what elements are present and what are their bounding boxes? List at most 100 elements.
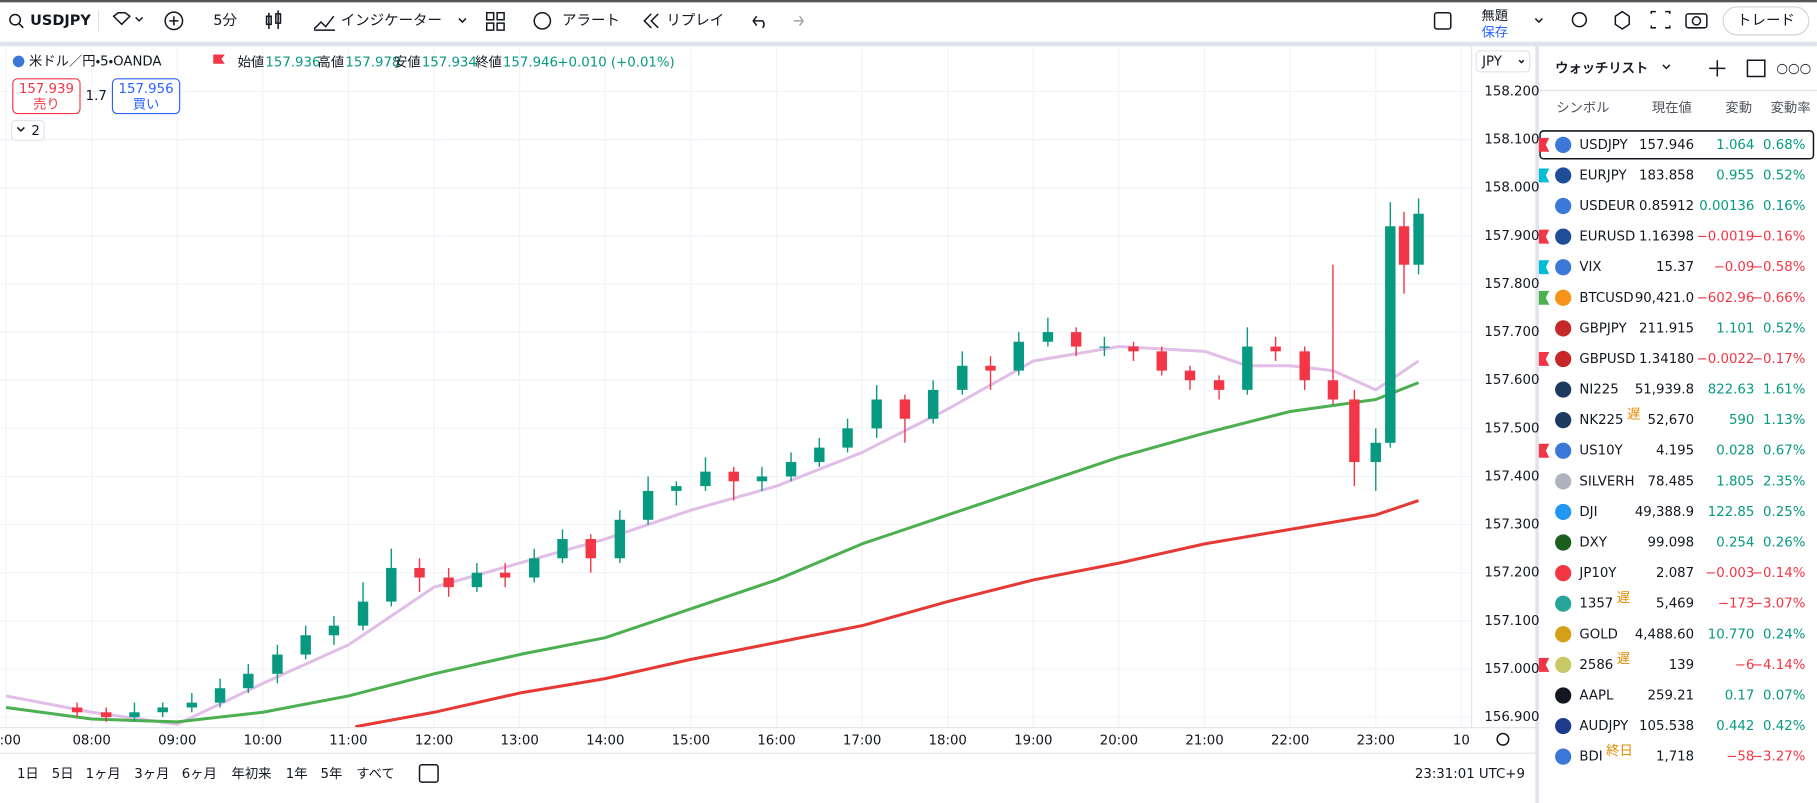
dropdown-icon[interactable] xyxy=(458,18,467,24)
symbol[interactable]: EURJPY xyxy=(1579,168,1627,183)
currency-button[interactable] xyxy=(1475,50,1531,73)
symbol[interactable]: GBPUSD xyxy=(1579,352,1635,367)
indicators-button[interactable]: インジケーター xyxy=(341,12,442,29)
symbol[interactable]: EURUSD xyxy=(1579,230,1635,245)
symbol-icon xyxy=(1555,350,1572,368)
range-button[interactable]: 6ヶ月 xyxy=(182,767,217,782)
top-edge xyxy=(0,0,1817,3)
settings-icon[interactable] xyxy=(1614,10,1630,30)
layout-icon[interactable] xyxy=(1746,59,1766,78)
column-header[interactable]: シンボル xyxy=(1556,100,1609,116)
symbol[interactable]: NI225 xyxy=(1579,383,1618,398)
symbol[interactable]: 2586 xyxy=(1579,658,1613,673)
symbol[interactable]: VIX xyxy=(1579,260,1601,275)
candle-body xyxy=(328,625,340,636)
indicators-toggle[interactable] xyxy=(11,119,45,141)
toolbar-border xyxy=(0,41,1817,47)
range-button[interactable]: 5年 xyxy=(321,766,343,782)
quick-search-icon[interactable] xyxy=(1571,11,1588,28)
search-icon[interactable] xyxy=(9,13,22,26)
dropdown-icon[interactable] xyxy=(135,16,144,22)
add-icon[interactable] xyxy=(1709,60,1726,77)
change-percent: 0.42% xyxy=(1763,719,1805,734)
symbol[interactable]: USDEUR xyxy=(1579,199,1635,214)
sell-price[interactable]: 157.939 xyxy=(19,82,74,97)
save-status[interactable]: 保存 xyxy=(1481,24,1508,40)
symbol-icon xyxy=(1555,473,1572,490)
range-button[interactable]: 1年 xyxy=(286,766,308,782)
redo-icon[interactable] xyxy=(793,15,804,26)
goto-date-icon[interactable] xyxy=(418,764,439,783)
candle-body xyxy=(100,712,112,718)
symbol[interactable]: AUDJPY xyxy=(1579,719,1629,734)
range-button[interactable]: 年初来 xyxy=(232,766,272,782)
candle-body xyxy=(1099,346,1110,348)
more-icon[interactable]: ○○○ xyxy=(1776,61,1811,76)
symbol[interactable]: AAPL xyxy=(1579,688,1614,703)
change-percent: −3.07% xyxy=(1752,597,1805,612)
range-button[interactable]: 1ヶ月 xyxy=(86,767,121,782)
replay-icon[interactable] xyxy=(643,13,659,29)
symbol-icon xyxy=(1555,534,1572,551)
fullscreen-icon[interactable] xyxy=(1650,10,1671,29)
symbol[interactable]: US10Y xyxy=(1579,444,1623,459)
column-header[interactable]: 現在値 xyxy=(1652,100,1692,116)
layout-name[interactable]: 無題 xyxy=(1481,8,1508,24)
candle-body xyxy=(357,601,369,626)
undo-icon[interactable] xyxy=(752,15,765,29)
currency-label[interactable]: JPY xyxy=(1481,54,1503,69)
symbol[interactable]: GOLD xyxy=(1579,627,1617,642)
alert-button[interactable]: アラート xyxy=(562,13,620,29)
trade-button-label[interactable]: トレード xyxy=(1737,13,1795,29)
range-button[interactable]: 3ヶ月 xyxy=(134,767,169,782)
trade-button[interactable] xyxy=(1722,6,1810,36)
buy-price[interactable]: 157.956 xyxy=(119,82,174,97)
row-flag xyxy=(1538,657,1550,672)
column-header[interactable]: 変動 xyxy=(1725,100,1752,116)
symbol[interactable]: BDI xyxy=(1579,750,1602,765)
symbol[interactable]: USDJPY xyxy=(1579,138,1628,153)
screenshot-icon[interactable] xyxy=(1685,13,1708,29)
symbol[interactable]: BTCUSD xyxy=(1579,291,1633,306)
candle-body xyxy=(499,572,511,578)
favorite-icon[interactable] xyxy=(112,11,131,26)
indicators-count[interactable]: 2 xyxy=(31,124,39,139)
price: 2.087 xyxy=(1656,566,1694,581)
sell-button[interactable] xyxy=(12,78,81,115)
watchlist-title[interactable]: ウォッチリスト xyxy=(1555,60,1648,76)
dropdown-icon[interactable] xyxy=(1534,18,1543,24)
symbol[interactable]: 1357 xyxy=(1579,597,1613,612)
candle-body xyxy=(642,490,654,520)
range-button[interactable]: 1日 xyxy=(17,767,39,782)
change: 1.064 xyxy=(1716,138,1754,153)
templates-icon[interactable] xyxy=(485,11,505,31)
symbol-search[interactable]: USDJPY xyxy=(30,13,91,29)
layout-icon[interactable] xyxy=(1433,11,1452,30)
price: 4,488.60 xyxy=(1635,627,1694,642)
symbol[interactable]: JP10Y xyxy=(1578,566,1617,581)
alert-icon[interactable] xyxy=(533,11,552,30)
symbol[interactable]: GBPJPY xyxy=(1579,321,1627,336)
symbol[interactable]: NK225 xyxy=(1579,413,1623,428)
range-button[interactable]: 5日 xyxy=(52,767,74,782)
add-symbol-icon[interactable] xyxy=(164,11,184,31)
price: 52,670 xyxy=(1648,413,1695,428)
buy-label[interactable]: 買い xyxy=(133,97,160,112)
sell-label[interactable]: 売り xyxy=(33,96,60,112)
interval-button[interactable]: 5分 xyxy=(213,12,237,29)
dropdown-icon xyxy=(1518,59,1525,64)
x-tick-label: 18:00 xyxy=(929,733,967,748)
indicator-icon[interactable] xyxy=(313,15,335,31)
row-flag xyxy=(1538,260,1550,275)
symbol[interactable]: SILVERH xyxy=(1579,474,1634,489)
column-header[interactable]: 変動率 xyxy=(1771,100,1811,116)
axis-settings-icon[interactable] xyxy=(1496,732,1510,746)
buy-button[interactable] xyxy=(111,78,181,115)
replay-button[interactable]: リプレイ xyxy=(666,12,724,29)
symbol[interactable]: DXY xyxy=(1579,536,1607,551)
x-tick-label: 11:00 xyxy=(329,733,367,748)
range-button[interactable]: すべて xyxy=(356,766,394,782)
symbol[interactable]: DJI xyxy=(1579,505,1597,520)
chart-type-icon[interactable] xyxy=(265,10,282,29)
x-tick-label: 20:00 xyxy=(1100,733,1138,748)
